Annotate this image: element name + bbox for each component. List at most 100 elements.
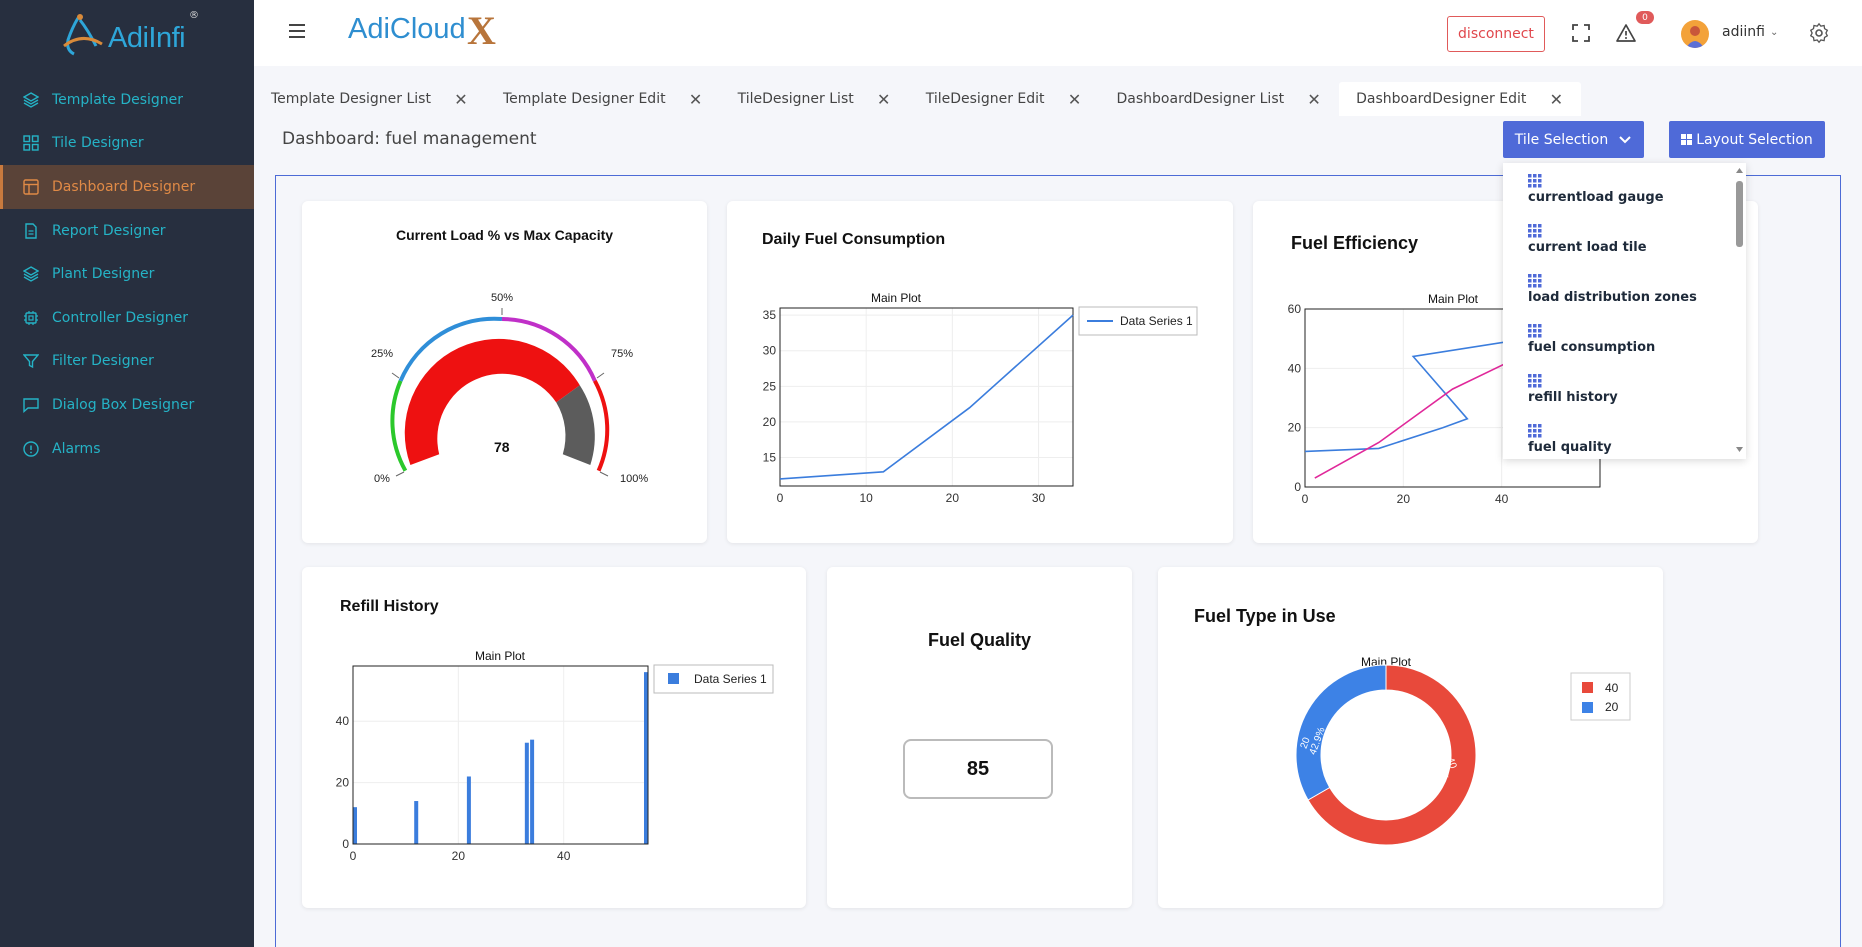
legend-swatch-blue xyxy=(1582,702,1593,713)
tab-label: Template Designer Edit xyxy=(502,91,666,107)
close-icon[interactable]: ✕ xyxy=(1067,89,1082,109)
avatar[interactable] xyxy=(1681,20,1709,48)
brand-x: X xyxy=(467,8,496,53)
menu-icon[interactable] xyxy=(289,24,305,38)
tab-tiledesigner-edit[interactable]: TileDesigner Edit ✕ xyxy=(909,82,1100,116)
tab-label: Template Designer List xyxy=(271,91,431,107)
daily-fuel-chart: Main Plot 0 10 20 30 15 20 25 30 35 Data Series … xyxy=(763,291,1198,505)
slice-label-value: 20 xyxy=(1299,736,1313,751)
dropdown-item[interactable]: fuel consumption xyxy=(1503,313,1746,363)
alert-icon[interactable] xyxy=(1615,22,1637,44)
top-header: AdiCloud X disconnect 0 adiinfi ⌄ xyxy=(254,0,1862,66)
tab-template-designer-list[interactable]: Template Designer List ✕ xyxy=(254,82,486,116)
close-icon[interactable]: ✕ xyxy=(1549,89,1564,109)
tile-refill-history[interactable]: Refill History Main Plot 0 20 40 0 20 40 Data… xyxy=(302,567,806,908)
scroll-thumb[interactable] xyxy=(1736,181,1743,247)
grid-icon xyxy=(1528,324,1542,338)
tile-current-load-gauge[interactable]: Current Load % vs Max Capacity 0% 25% 50… xyxy=(302,201,707,543)
sidebar: AdiInfi ® Template Designer Tile Designe… xyxy=(0,0,254,947)
x-tick-label: 30 xyxy=(1032,491,1046,505)
plot-frame xyxy=(779,307,1074,487)
disconnect-button[interactable]: disconnect xyxy=(1447,16,1545,52)
x-tick-label: 20 xyxy=(452,849,466,863)
close-icon[interactable]: ✕ xyxy=(454,89,468,109)
file-icon xyxy=(22,222,40,240)
gear-icon[interactable] xyxy=(1808,22,1830,44)
dropdown-item-label: refill history xyxy=(1528,390,1618,405)
close-icon[interactable]: ✕ xyxy=(688,89,703,109)
close-icon[interactable]: ✕ xyxy=(1307,89,1321,109)
adiinfi-logo[interactable]: AdiInfi ® xyxy=(58,10,208,58)
tab-dashboarddesigner-list[interactable]: DashboardDesigner List ✕ xyxy=(1100,82,1340,116)
scroll-up-icon[interactable] xyxy=(1736,168,1743,173)
plot-title: Main Plot xyxy=(871,291,922,305)
tab-template-designer-edit[interactable]: Template Designer Edit ✕ xyxy=(486,82,721,116)
y-tick-label: 35 xyxy=(763,308,777,322)
gauge-label-50: 50% xyxy=(491,292,513,304)
sidebar-item-label: Plant Designer xyxy=(52,266,155,283)
sidebar-item-plant-designer[interactable]: Plant Designer xyxy=(0,252,254,296)
x-tick-label: 20 xyxy=(1397,492,1411,506)
gauge-arc-blue xyxy=(398,316,503,382)
x-tick-label: 40 xyxy=(1495,492,1509,506)
chevron-down-icon[interactable]: ⌄ xyxy=(1770,27,1779,38)
sidebar-item-template-designer[interactable]: Template Designer xyxy=(0,78,254,122)
dropdown-scrollbar[interactable] xyxy=(1733,163,1746,459)
dashboard-canvas: Current Load % vs Max Capacity 0% 25% 50… xyxy=(275,175,1841,947)
fullscreen-icon[interactable] xyxy=(1570,22,1592,44)
scroll-down-icon[interactable] xyxy=(1736,447,1743,452)
tab-label: DashboardDesigner Edit xyxy=(1356,91,1527,107)
tile-title: Fuel Type in Use xyxy=(1194,606,1336,626)
sidebar-item-label: Dialog Box Designer xyxy=(52,396,195,413)
gauge-remainder xyxy=(556,385,595,465)
sidebar-item-dashboard-designer[interactable]: Dashboard Designer xyxy=(0,165,254,209)
tab-dashboarddesigner-edit[interactable]: DashboardDesigner Edit ✕ xyxy=(1339,82,1582,116)
brand-text: AdiCloud xyxy=(348,13,466,45)
gauge-tick xyxy=(599,471,609,477)
brand-logo: AdiCloud X xyxy=(348,8,496,53)
x-tick-label: 0 xyxy=(777,491,784,505)
tab-tiledesigner-list[interactable]: TileDesigner List ✕ xyxy=(721,82,909,116)
tile-selection-button[interactable]: Tile Selection xyxy=(1503,121,1644,158)
dropdown-item[interactable]: fuel quality xyxy=(1503,413,1746,459)
grid-icon xyxy=(1681,134,1693,145)
dropdown-item[interactable]: refill history xyxy=(1503,363,1746,413)
tile-fuel-type-in-use[interactable]: Fuel Type in Use Main Plot 40 57.1% 20 4… xyxy=(1158,567,1663,908)
bar xyxy=(524,742,529,844)
sidebar-item-alarms[interactable]: Alarms xyxy=(0,427,254,471)
layout-selection-button[interactable]: Layout Selection xyxy=(1669,121,1825,158)
y-tick-label: 60 xyxy=(1288,302,1302,316)
dropdown-item[interactable]: current load tile xyxy=(1503,213,1746,263)
alert-circle-icon xyxy=(22,440,40,458)
y-tick-label: 20 xyxy=(336,776,350,790)
gauge-label-25: 25% xyxy=(371,348,393,360)
legend-swatch xyxy=(668,673,679,684)
legend-swatch-red xyxy=(1582,682,1593,693)
close-icon[interactable]: ✕ xyxy=(877,89,891,109)
grid-icon xyxy=(1528,224,1542,238)
tile-fuel-quality[interactable]: Fuel Quality 85 xyxy=(827,567,1132,908)
y-tick-label: 40 xyxy=(1288,361,1302,375)
layers-icon xyxy=(22,265,40,283)
dashboard-icon xyxy=(22,178,40,196)
x-tick-label: 0 xyxy=(350,849,357,863)
gauge-arc-green xyxy=(390,380,408,472)
legend-box xyxy=(1570,672,1631,721)
gauge-label-75: 75% xyxy=(611,348,633,360)
sidebar-item-dialog-box-designer[interactable]: Dialog Box Designer xyxy=(0,383,254,427)
sidebar-item-report-designer[interactable]: Report Designer xyxy=(0,209,254,253)
notification-badge: 0 xyxy=(1636,11,1654,24)
grid-icon xyxy=(1528,274,1542,288)
legend-label: 40 xyxy=(1605,681,1619,695)
dropdown-item[interactable]: currentload gauge xyxy=(1503,163,1746,213)
sidebar-item-label: Filter Designer xyxy=(52,353,154,370)
sidebar-item-controller-designer[interactable]: Controller Designer xyxy=(0,296,254,340)
sidebar-item-tile-designer[interactable]: Tile Designer xyxy=(0,122,254,166)
donut-slice xyxy=(1307,664,1477,846)
sidebar-item-filter-designer[interactable]: Filter Designer xyxy=(0,340,254,384)
username[interactable]: adiinfi xyxy=(1722,24,1765,40)
tile-daily-fuel-consumption[interactable]: Daily Fuel Consumption Main Plot 0 10 20 30… xyxy=(727,201,1233,543)
dropdown-item[interactable]: load distribution zones xyxy=(1503,263,1746,313)
refill-history-chart: Main Plot 0 20 40 0 20 40 Data Series 1 xyxy=(336,649,774,863)
chip-icon xyxy=(22,309,40,327)
